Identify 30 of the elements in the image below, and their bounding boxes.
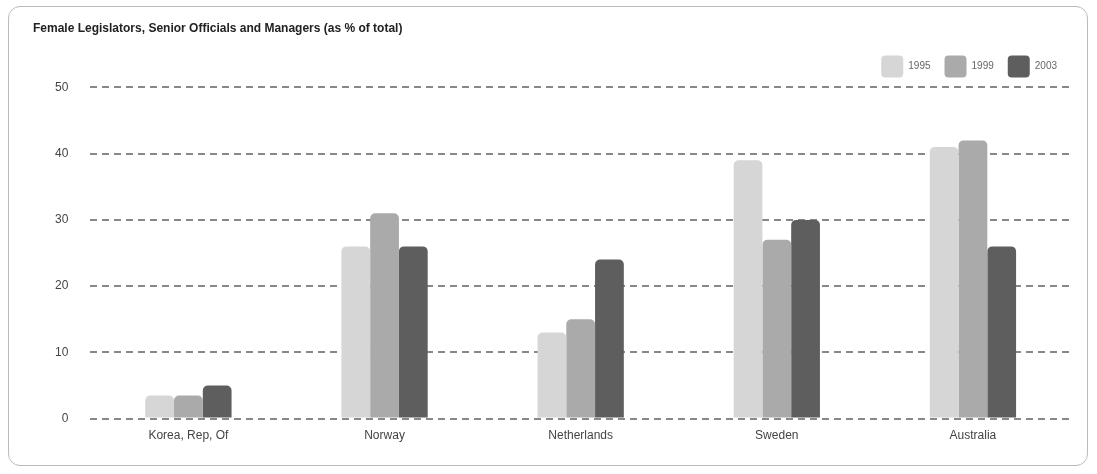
x-tick-label: Sweden (755, 428, 799, 443)
legend-label: 2003 (1034, 60, 1058, 72)
bar (791, 219, 820, 418)
legend-label: 1999 (971, 60, 995, 72)
bar (202, 385, 232, 418)
x-tick-label: Korea, Rep, Of (148, 428, 230, 443)
x-tick-label: Netherlands (548, 428, 614, 443)
bar (929, 147, 959, 418)
bar (537, 332, 567, 418)
bar (958, 140, 988, 418)
legend-label: 1995 (908, 60, 931, 72)
bar (174, 395, 203, 418)
bar (370, 213, 399, 418)
y-tick-label: 10 (54, 344, 69, 359)
bar (595, 259, 624, 418)
bar (762, 239, 792, 418)
bar (341, 246, 371, 418)
chart-title: Female Legislators, Senior Officials and Managers (as % of total) (33, 20, 403, 35)
y-tick-label: 50 (54, 79, 69, 94)
bar (566, 319, 596, 418)
bar (733, 160, 763, 418)
x-tick-label: Norway (364, 428, 405, 443)
y-tick-label: 40 (54, 145, 69, 160)
y-tick-label: 20 (54, 278, 69, 293)
bar (987, 246, 1017, 418)
y-tick-label: 30 (54, 212, 69, 227)
y-tick-label: 0 (61, 410, 69, 425)
bar (398, 246, 428, 418)
x-tick-label: Australia (949, 428, 997, 443)
bar (145, 395, 175, 418)
